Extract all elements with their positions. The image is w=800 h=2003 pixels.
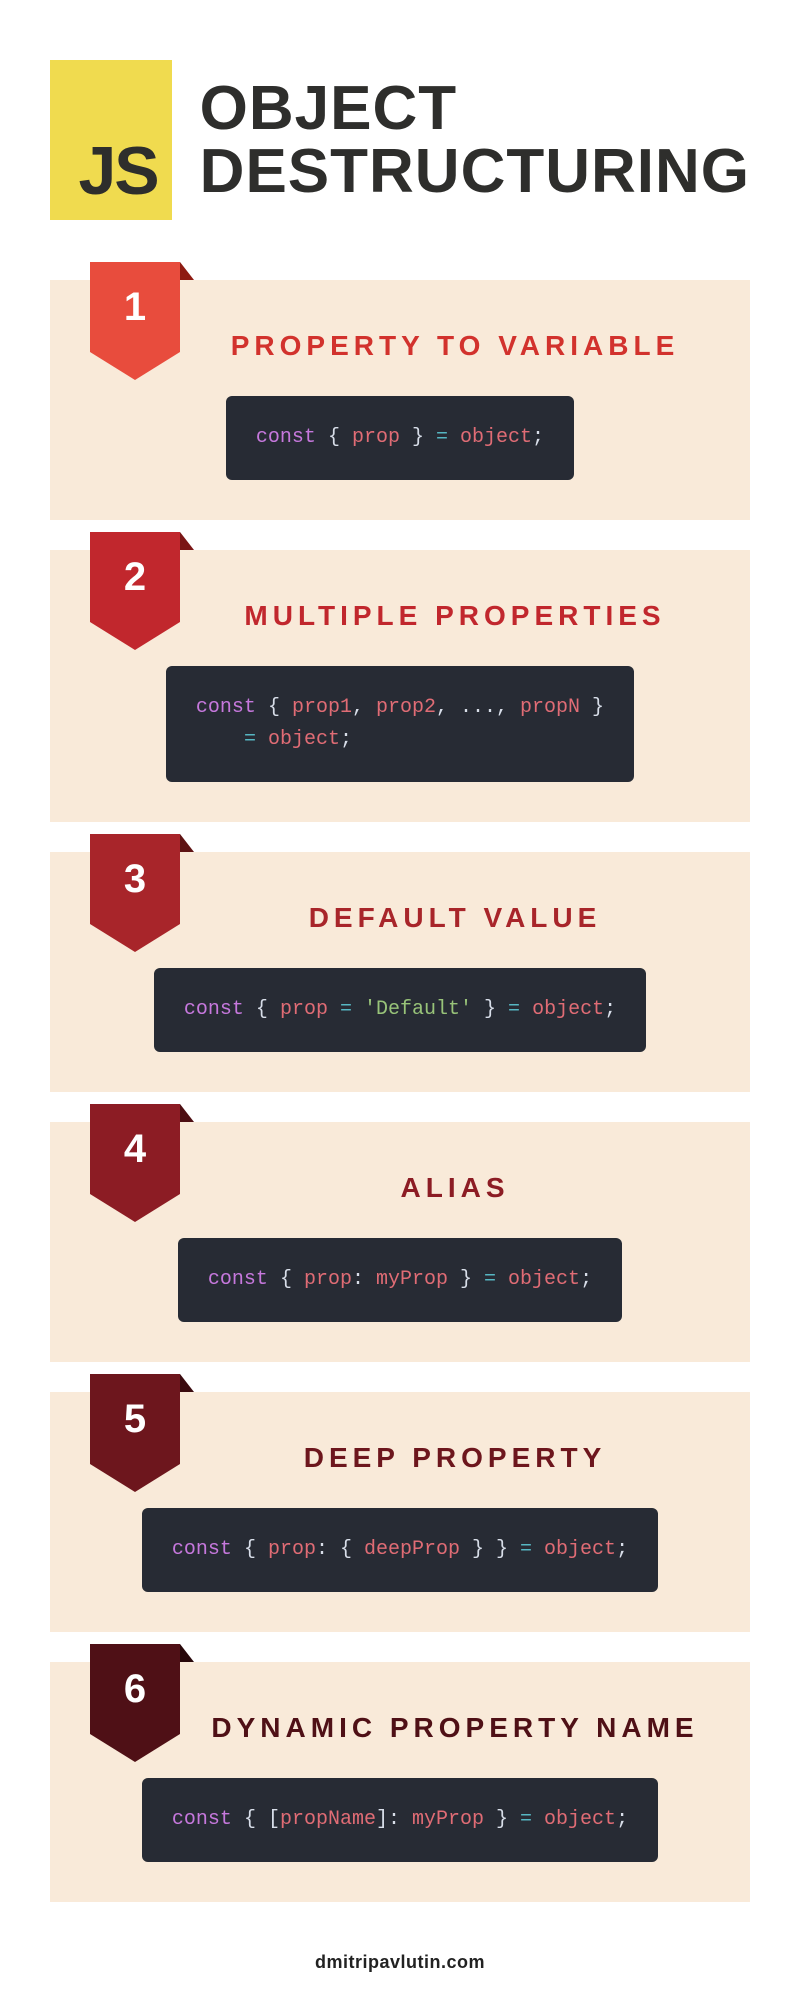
section-title: DEFAULT VALUE — [200, 902, 710, 934]
page-container: JS OBJECT DESTRUCTURING 1 PROPERTY TO VAR… — [0, 0, 800, 2003]
code-token: object — [268, 728, 340, 751]
code-token: prop — [280, 998, 328, 1021]
number-badge-wrap: 5 — [90, 1374, 180, 1464]
sections-list: 1PROPERTY TO VARIABLEconst { prop } = ob… — [50, 280, 750, 1902]
number-badge: 3 — [90, 834, 180, 924]
code-token: ]: — [376, 1808, 412, 1831]
section: 3DEFAULT VALUEconst { prop = 'Default' }… — [50, 852, 750, 1092]
number-badge: 2 — [90, 532, 180, 622]
code-token: = — [508, 998, 520, 1021]
code-token: prop2 — [376, 696, 436, 719]
code-token: object — [544, 1808, 616, 1831]
badge-fold — [180, 262, 194, 280]
section-title: PROPERTY TO VARIABLE — [200, 330, 710, 362]
code-token: const — [256, 426, 316, 449]
code-token: = — [244, 728, 256, 751]
code-token: : { — [316, 1538, 364, 1561]
badge-fold — [180, 532, 194, 550]
section-title: MULTIPLE PROPERTIES — [200, 600, 710, 632]
number-badge: 1 — [90, 262, 180, 352]
number-badge-wrap: 1 — [90, 262, 180, 352]
code-token: ; — [616, 1808, 628, 1831]
code-token: prop — [352, 426, 400, 449]
code-token: } — [472, 998, 508, 1021]
section: 4ALIASconst { prop: myProp } = object; — [50, 1122, 750, 1362]
code-token: ; — [532, 426, 544, 449]
code-block: const { prop: myProp } = object; — [178, 1238, 622, 1322]
code-block: const { prop1, prop2, ..., propN } = obj… — [166, 666, 634, 782]
section: 6DYNAMIC PROPERTY NAMEconst { [propName]… — [50, 1662, 750, 1902]
section-title: DYNAMIC PROPERTY NAME — [200, 1712, 710, 1744]
code-token: const — [208, 1268, 268, 1291]
code-token: { [ — [244, 1808, 280, 1831]
code-token: object — [508, 1268, 580, 1291]
code-token: const — [172, 1808, 232, 1831]
number-badge-wrap: 6 — [90, 1644, 180, 1734]
number-badge-wrap: 2 — [90, 532, 180, 622]
number-badge-wrap: 3 — [90, 834, 180, 924]
code-token: } — [484, 1808, 520, 1831]
code-token: propN — [520, 696, 580, 719]
code-token: prop — [304, 1268, 352, 1291]
code-token: : — [352, 1268, 376, 1291]
section: 2MULTIPLE PROPERTIESconst { prop1, prop2… — [50, 550, 750, 822]
code-token: = — [520, 1808, 532, 1831]
code-token: object — [532, 998, 604, 1021]
code-token: ; — [604, 998, 616, 1021]
code-token: { — [244, 1538, 268, 1561]
title-line-2: DESTRUCTURING — [200, 140, 750, 203]
code-token: = — [340, 998, 352, 1021]
section: 1PROPERTY TO VARIABLEconst { prop } = ob… — [50, 280, 750, 520]
code-token: object — [460, 426, 532, 449]
code-token: ; — [340, 728, 352, 751]
js-logo-text: JS — [78, 132, 157, 210]
code-token: myProp — [412, 1808, 484, 1831]
title-line-1: OBJECT — [200, 77, 750, 140]
code-token: = — [520, 1538, 532, 1561]
code-block: const { prop } = object; — [226, 396, 574, 480]
code-block: const { [propName]: myProp } = object; — [142, 1778, 658, 1862]
header: JS OBJECT DESTRUCTURING — [50, 60, 750, 220]
badge-fold — [180, 1104, 194, 1122]
section-title: DEEP PROPERTY — [200, 1442, 710, 1474]
js-logo-badge: JS — [50, 60, 172, 220]
code-token: , ..., — [436, 696, 520, 719]
code-token: , — [352, 696, 376, 719]
number-badge: 4 — [90, 1104, 180, 1194]
code-token: = — [484, 1268, 496, 1291]
code-token: 'Default' — [364, 998, 472, 1021]
badge-fold — [180, 1374, 194, 1392]
badge-fold — [180, 834, 194, 852]
code-token: ; — [580, 1268, 592, 1291]
code-token: { — [280, 1268, 304, 1291]
code-token: { — [256, 998, 280, 1021]
code-token: propName — [280, 1808, 376, 1831]
code-token: } — [448, 1268, 484, 1291]
code-token: { — [328, 426, 352, 449]
code-block: const { prop: { deepProp } } = object; — [142, 1508, 658, 1592]
code-token: prop1 — [292, 696, 352, 719]
number-badge: 6 — [90, 1644, 180, 1734]
code-token: = — [436, 426, 448, 449]
code-token: const — [184, 998, 244, 1021]
code-block: const { prop = 'Default' } = object; — [154, 968, 646, 1052]
page-title: OBJECT DESTRUCTURING — [200, 77, 750, 203]
footer-credit: dmitripavlutin.com — [50, 1952, 750, 1973]
code-token: prop — [268, 1538, 316, 1561]
number-badge: 5 — [90, 1374, 180, 1464]
section: 5DEEP PROPERTYconst { prop: { deepProp }… — [50, 1392, 750, 1632]
code-token: } — [580, 696, 604, 719]
code-token: } — [400, 426, 436, 449]
badge-fold — [180, 1644, 194, 1662]
code-token: } } — [460, 1538, 520, 1561]
number-badge-wrap: 4 — [90, 1104, 180, 1194]
code-token: const — [172, 1538, 232, 1561]
code-token: ; — [616, 1538, 628, 1561]
code-token: deepProp — [364, 1538, 460, 1561]
code-token: myProp — [376, 1268, 448, 1291]
code-token: object — [544, 1538, 616, 1561]
code-token: { — [268, 696, 292, 719]
code-token: const — [196, 696, 256, 719]
section-title: ALIAS — [200, 1172, 710, 1204]
